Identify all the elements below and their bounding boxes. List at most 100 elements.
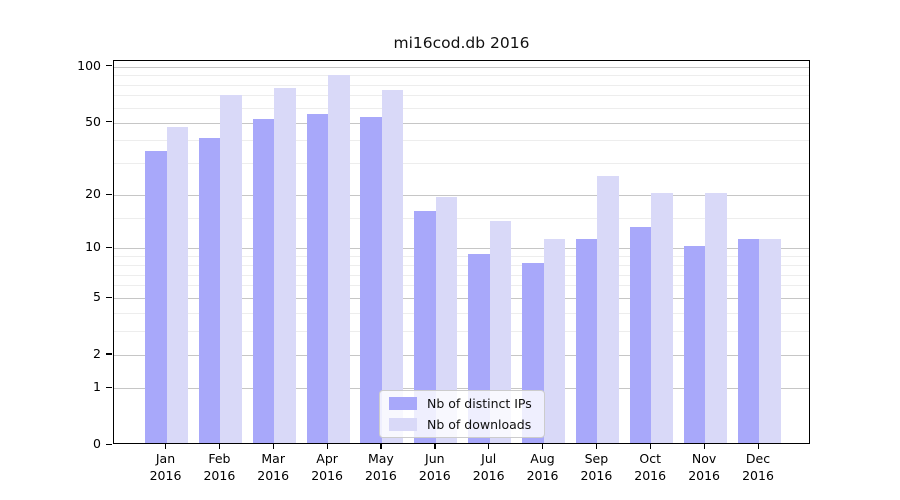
y-tick-label: 10 bbox=[85, 239, 101, 255]
legend-label: Nb of downloads bbox=[427, 417, 532, 432]
x-tick-label: Feb 2016 bbox=[187, 451, 251, 484]
y-tick-mark bbox=[106, 246, 112, 249]
legend-label: Nb of distinct IPs bbox=[427, 396, 532, 411]
major-gridline bbox=[114, 354, 809, 356]
x-tick-month: Jun bbox=[425, 451, 445, 466]
x-tick-month: Feb bbox=[208, 451, 231, 466]
x-tick-year: 2016 bbox=[364, 467, 397, 483]
bar-downloads bbox=[597, 175, 619, 443]
bar-downloads bbox=[705, 193, 727, 443]
x-tick-label: Sep 2016 bbox=[564, 451, 628, 484]
y-tick-mark bbox=[106, 296, 112, 298]
x-tick-month: Apr bbox=[316, 451, 338, 466]
x-tick-month: Sep bbox=[584, 451, 609, 466]
x-tick-month: Nov bbox=[691, 451, 717, 466]
y-tick-label: 1 bbox=[93, 379, 101, 395]
bar-downloads bbox=[489, 220, 512, 443]
bar-downloads bbox=[435, 197, 458, 443]
bar-downloads bbox=[220, 94, 242, 443]
x-tick-label: Jul 2016 bbox=[457, 451, 521, 484]
x-tick-year: 2016 bbox=[742, 467, 774, 483]
x-tick-year: 2016 bbox=[311, 467, 343, 483]
bar-downloads bbox=[328, 74, 350, 443]
major-gridline bbox=[114, 122, 809, 124]
minor-gridline bbox=[114, 313, 809, 314]
major-gridline bbox=[114, 248, 809, 250]
x-tick-year: 2016 bbox=[472, 467, 505, 483]
x-tick-mark bbox=[165, 444, 167, 449]
minor-gridline bbox=[114, 84, 809, 86]
x-tick-label: Dec 2016 bbox=[726, 451, 790, 484]
y-tick-mark bbox=[106, 193, 112, 196]
bar-distinct-ips bbox=[306, 114, 329, 443]
minor-gridline bbox=[114, 285, 809, 287]
bar-downloads bbox=[381, 90, 404, 443]
x-tick-label: Nov 2016 bbox=[672, 451, 736, 484]
y-tick-mark bbox=[106, 443, 112, 445]
bar-distinct-ips bbox=[629, 226, 652, 443]
x-tick-mark bbox=[326, 444, 328, 449]
legend-row: Nb of downloads bbox=[380, 415, 544, 434]
bar-downloads bbox=[274, 87, 296, 443]
x-tick-month: Dec bbox=[745, 451, 771, 466]
minor-gridline bbox=[114, 95, 809, 97]
y-tick-mark bbox=[106, 353, 112, 355]
x-tick-month: Jan bbox=[155, 451, 176, 466]
x-tick-mark bbox=[703, 444, 705, 449]
x-tick-mark bbox=[380, 444, 382, 449]
x-tick-mark bbox=[649, 444, 651, 449]
x-tick-year: 2016 bbox=[688, 467, 720, 483]
minor-gridline bbox=[114, 256, 809, 258]
minor-gridline bbox=[114, 75, 809, 76]
x-tick-mark bbox=[542, 444, 544, 449]
bar-distinct-ips bbox=[252, 118, 275, 443]
bar-distinct-ips bbox=[575, 239, 598, 443]
x-tick-label: Aug 2016 bbox=[511, 451, 575, 484]
x-tick-label: May 2016 bbox=[349, 451, 413, 484]
y-tick-label: 0 bbox=[93, 436, 101, 451]
x-tick-mark bbox=[595, 444, 598, 449]
major-gridline bbox=[114, 298, 809, 300]
x-tick-label: Apr 2016 bbox=[295, 451, 359, 484]
minor-gridline bbox=[114, 331, 809, 333]
y-tick-label: 100 bbox=[77, 57, 101, 73]
bar-distinct-ips bbox=[360, 117, 382, 443]
x-tick-year: 2016 bbox=[526, 467, 559, 483]
plot-area bbox=[113, 60, 810, 444]
y-tick-label: 50 bbox=[85, 113, 101, 129]
x-tick-mark bbox=[218, 444, 221, 449]
y-tick-label: 5 bbox=[93, 289, 101, 305]
chart-title: mi16cod.db 2016 bbox=[393, 34, 530, 52]
x-tick-label: Jun 2016 bbox=[403, 451, 467, 484]
bar-downloads bbox=[166, 127, 188, 443]
bar-distinct-ips bbox=[737, 239, 759, 443]
x-tick-mark bbox=[434, 444, 436, 449]
x-tick-month: Oct bbox=[639, 451, 661, 466]
x-tick-label: Oct 2016 bbox=[618, 451, 682, 484]
minor-gridline bbox=[114, 107, 809, 109]
x-tick-mark bbox=[488, 444, 490, 449]
x-tick-mark bbox=[272, 444, 274, 449]
bar-downloads bbox=[543, 239, 565, 443]
y-tick-mark bbox=[106, 121, 112, 123]
minor-gridline bbox=[114, 274, 809, 276]
bar-distinct-ips bbox=[145, 151, 167, 443]
minor-gridline bbox=[114, 264, 809, 266]
major-gridline bbox=[114, 66, 809, 68]
x-tick-label: Mar 2016 bbox=[241, 451, 305, 484]
bar-distinct-ips bbox=[414, 210, 436, 443]
y-tick-mark bbox=[106, 386, 112, 388]
minor-gridline bbox=[114, 163, 809, 165]
x-tick-month: May bbox=[367, 451, 394, 466]
x-tick-label: Jan 2016 bbox=[134, 451, 198, 484]
y-tick-label: 2 bbox=[93, 345, 101, 361]
legend-row: Nb of distinct IPs bbox=[380, 394, 544, 413]
legend-swatch-distinct-ips bbox=[389, 397, 417, 410]
minor-gridline bbox=[114, 217, 809, 219]
y-tick-label: 20 bbox=[85, 186, 101, 202]
x-tick-month: Jul bbox=[481, 451, 497, 466]
major-gridline bbox=[114, 195, 809, 197]
bar-distinct-ips bbox=[198, 138, 221, 443]
x-tick-year: 2016 bbox=[257, 467, 290, 483]
